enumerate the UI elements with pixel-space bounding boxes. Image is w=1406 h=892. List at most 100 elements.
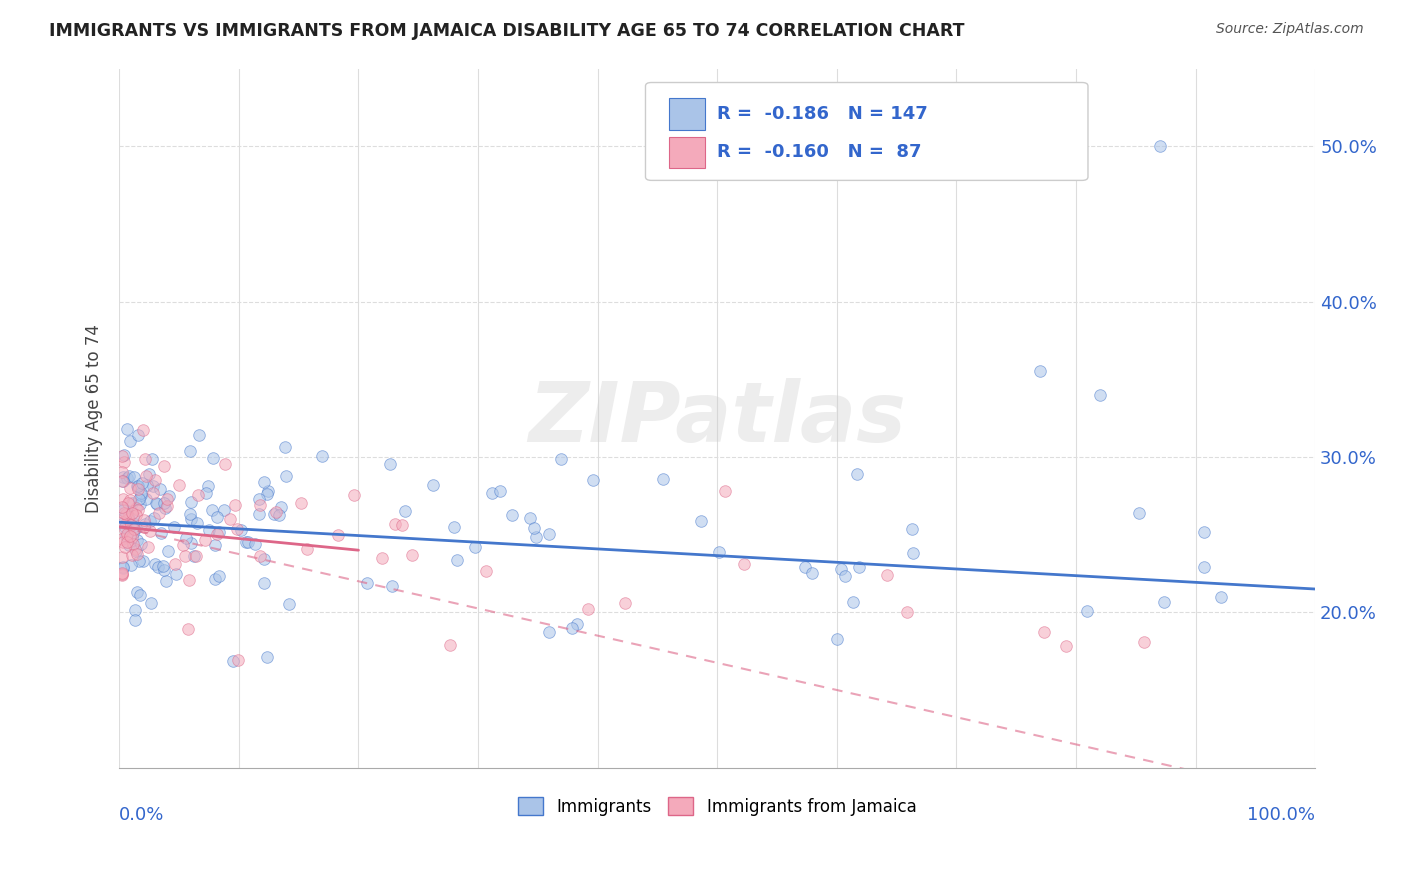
- Text: 100.0%: 100.0%: [1247, 806, 1315, 824]
- Point: [127, 479, 149, 493]
- Point: [120, 558, 142, 572]
- Point: [187, 488, 209, 502]
- Point: [439, 639, 461, 653]
- Point: [118, 529, 141, 543]
- Point: [120, 492, 142, 507]
- Point: [195, 486, 218, 500]
- Point: [197, 478, 219, 492]
- Point: [253, 551, 276, 566]
- Point: [111, 503, 134, 517]
- Point: [263, 507, 285, 521]
- Point: [733, 558, 755, 572]
- Point: [153, 459, 176, 474]
- Point: [117, 496, 139, 510]
- Point: [115, 516, 138, 531]
- Point: [132, 513, 155, 527]
- Point: [118, 512, 141, 526]
- Point: [127, 533, 149, 548]
- Point: [111, 491, 134, 506]
- Point: [145, 495, 167, 509]
- Point: [800, 566, 823, 581]
- Point: [120, 481, 142, 495]
- Point: [128, 491, 150, 506]
- Point: [117, 471, 139, 485]
- Point: [231, 523, 253, 537]
- Point: [247, 507, 270, 521]
- Point: [114, 519, 136, 533]
- Point: [264, 506, 287, 520]
- Point: [146, 559, 169, 574]
- Point: [201, 450, 224, 465]
- Point: [136, 540, 159, 554]
- Point: [256, 487, 278, 501]
- Point: [153, 496, 176, 510]
- Point: [834, 569, 856, 583]
- Point: [142, 511, 165, 525]
- Point: [111, 465, 134, 479]
- Point: [127, 482, 149, 496]
- Point: [128, 553, 150, 567]
- Point: [1088, 388, 1111, 402]
- Point: [111, 534, 134, 549]
- Point: [205, 510, 228, 524]
- Point: [125, 521, 148, 535]
- Point: [111, 501, 134, 516]
- Point: [208, 568, 231, 582]
- Point: [111, 532, 134, 546]
- Point: [576, 602, 599, 616]
- Point: [157, 489, 180, 503]
- Point: [489, 484, 512, 499]
- Point: [120, 434, 142, 448]
- Point: [155, 500, 177, 514]
- Point: [247, 491, 270, 506]
- Point: [207, 526, 229, 541]
- Point: [152, 558, 174, 573]
- Point: [256, 650, 278, 665]
- Point: [179, 444, 201, 458]
- Point: [111, 567, 134, 582]
- Point: [111, 475, 134, 489]
- Point: [1054, 640, 1077, 654]
- Point: [224, 498, 246, 512]
- Point: [121, 496, 143, 510]
- Point: [148, 506, 170, 520]
- Point: [114, 524, 136, 538]
- Text: IMMIGRANTS VS IMMIGRANTS FROM JAMAICA DISABILITY AGE 65 TO 74 CORRELATION CHART: IMMIGRANTS VS IMMIGRANTS FROM JAMAICA DI…: [49, 22, 965, 40]
- Point: [121, 506, 143, 520]
- Point: [146, 497, 169, 511]
- Point: [127, 428, 149, 442]
- Point: [138, 467, 160, 481]
- Point: [253, 576, 276, 591]
- Point: [204, 537, 226, 551]
- Point: [565, 617, 588, 632]
- Point: [125, 508, 148, 523]
- Point: [115, 535, 138, 549]
- Point: [149, 482, 172, 496]
- Point: [903, 546, 925, 560]
- Point: [131, 423, 153, 437]
- Point: [848, 559, 870, 574]
- Point: [117, 512, 139, 526]
- Point: [830, 562, 852, 576]
- Point: [474, 564, 496, 578]
- Point: [326, 528, 349, 542]
- Point: [121, 530, 143, 544]
- Point: [174, 549, 197, 563]
- Text: Source: ZipAtlas.com: Source: ZipAtlas.com: [1216, 22, 1364, 37]
- Point: [613, 596, 636, 610]
- Point: [177, 573, 200, 587]
- Point: [135, 469, 157, 483]
- Bar: [669, 98, 706, 129]
- Point: [163, 519, 186, 533]
- Point: [550, 452, 572, 467]
- Point: [384, 516, 406, 531]
- Point: [122, 526, 145, 541]
- Point: [115, 422, 138, 436]
- Point: [114, 540, 136, 554]
- Point: [111, 560, 134, 574]
- Bar: [669, 136, 706, 169]
- Legend: Immigrants, Immigrants from Jamaica: Immigrants, Immigrants from Jamaica: [512, 791, 924, 822]
- Point: [226, 653, 249, 667]
- Point: [122, 536, 145, 550]
- Point: [122, 522, 145, 536]
